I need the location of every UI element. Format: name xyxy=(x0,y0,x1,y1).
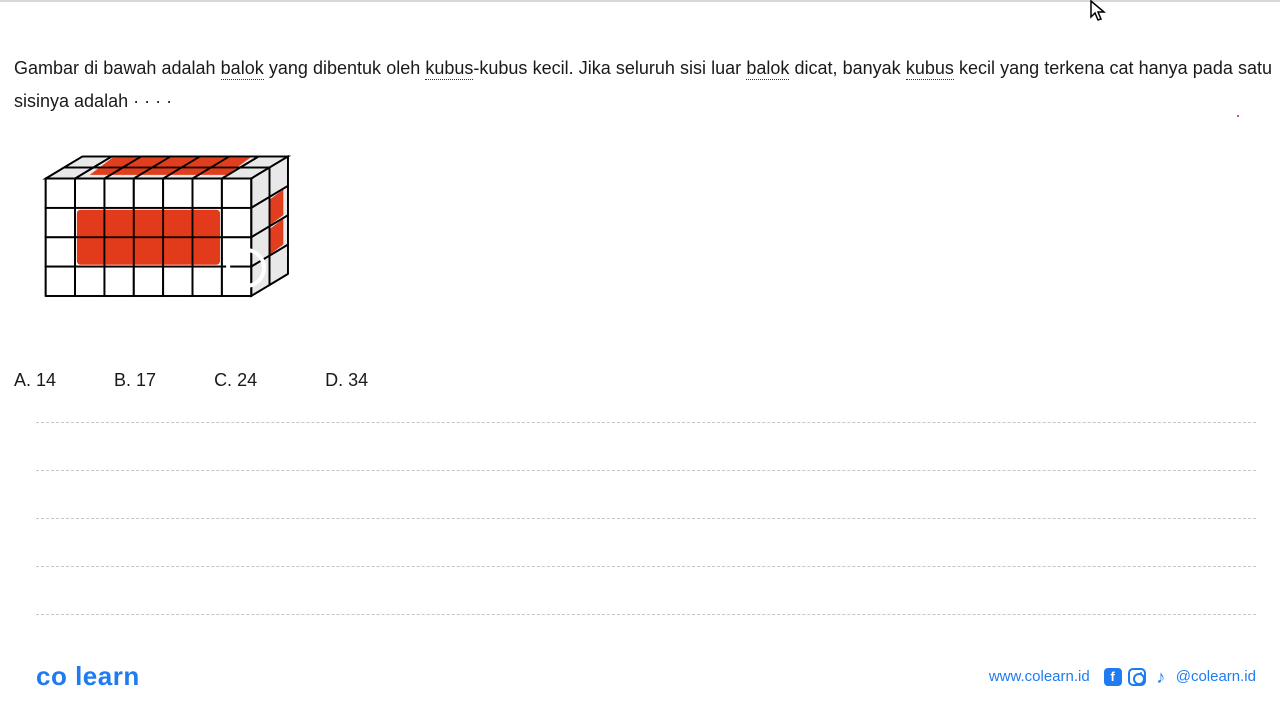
website-link[interactable]: www.colearn.id xyxy=(989,668,1090,685)
page-top-rule xyxy=(0,0,1280,2)
social-handle[interactable]: @colearn.id xyxy=(1176,668,1256,685)
option-c[interactable]: C. 24 xyxy=(214,370,257,391)
q-part3: -kubus kecil. Jika seluruh sisi luar xyxy=(473,58,746,78)
ruled-line xyxy=(36,422,1256,423)
q-kubus2: kubus xyxy=(906,58,954,80)
option-a[interactable]: A. 14 xyxy=(14,370,56,391)
tiktok-icon[interactable]: ♪ xyxy=(1152,668,1170,686)
ruled-line xyxy=(36,566,1256,567)
q-part1: Gambar di bawah adalah xyxy=(14,58,221,78)
facebook-icon[interactable]: f xyxy=(1104,668,1122,686)
cursor-icon xyxy=(1090,0,1108,30)
option-d[interactable]: D. 34 xyxy=(325,370,368,391)
q-balok2: balok xyxy=(746,58,789,80)
q-part4: dicat, banyak xyxy=(789,58,905,78)
option-b[interactable]: B. 17 xyxy=(114,370,156,391)
q-part6: adalah · · · · xyxy=(69,91,172,111)
q-part5: kecil yang terkena cat hanya pada xyxy=(954,58,1238,78)
instagram-icon[interactable] xyxy=(1128,668,1146,686)
cuboid-diagram xyxy=(42,120,354,338)
q-kubus: kubus xyxy=(425,58,473,80)
q-balok: balok xyxy=(221,58,264,80)
footer-right: www.colearn.id f ♪ @colearn.id xyxy=(989,668,1256,686)
social-links: f ♪ @colearn.id xyxy=(1104,668,1256,686)
question-text: Gambar di bawah adalah balok yang dibent… xyxy=(14,52,1272,118)
ruled-line xyxy=(36,614,1256,615)
q-part2: yang dibentuk oleh xyxy=(264,58,426,78)
footer: co learn www.colearn.id f ♪ @colearn.id xyxy=(36,661,1256,692)
brand-logo: co learn xyxy=(36,661,140,692)
answer-options: A. 14 B. 17 C. 24 D. 34 xyxy=(14,370,368,391)
ruled-line xyxy=(36,518,1256,519)
ruled-line xyxy=(36,470,1256,471)
